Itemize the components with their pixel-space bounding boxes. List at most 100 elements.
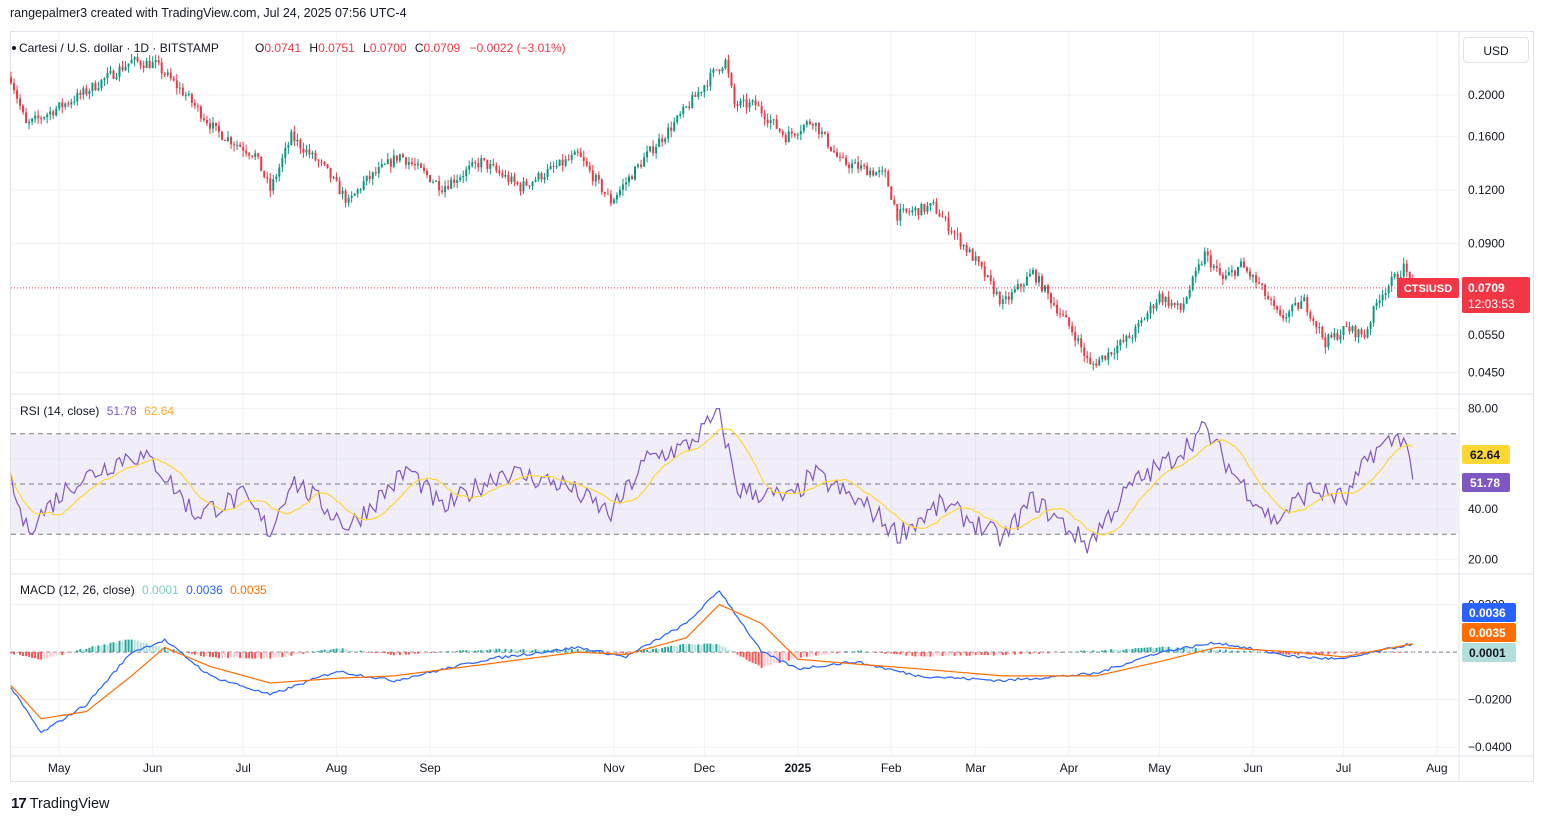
macd-hist-bar [519,649,522,653]
macd-hist-bar [311,651,314,653]
macd-hist-bar [40,652,43,660]
macd-hist-bar [106,644,109,653]
macd-hist-bar [781,652,784,662]
macd-hist-bar [1408,652,1411,653]
candle-body [968,249,971,253]
candle-body [124,66,127,71]
candle-body [851,163,854,169]
macd-hist-value: 0.0001 [142,583,179,597]
macd-hist-bar [980,652,983,655]
candle-body [1071,325,1074,333]
macd-hist-bar [67,652,70,653]
x-tick-label: Jul [1336,761,1351,775]
candle-body [1227,272,1230,276]
macd-hist-bar [190,652,193,654]
macd-hist-bar [796,652,799,658]
candle-body [19,98,22,106]
macd-hist-bar [112,642,115,653]
candle-body [450,179,453,189]
macd-hist-bar [814,652,817,656]
candle-body [218,125,221,132]
macd-hist-bar [127,639,130,653]
macd-hist-bar [1315,652,1318,654]
candle-body [100,79,103,88]
macd-hist-bar [609,652,612,653]
macd-hist-bar [323,649,326,653]
candle-body [989,275,992,281]
candle-body [1294,302,1297,306]
candle-body [419,163,422,168]
candle-body [1303,297,1306,302]
macd-hist-bar [682,644,685,653]
candle-body [1152,305,1155,309]
candle-body [1110,352,1113,355]
macd-hist-bar [926,652,929,657]
macd-hist-bar [1134,648,1137,653]
candle-body [1330,334,1333,338]
macd-hist-bar [887,652,890,654]
x-tick-label: Jul [235,761,250,775]
macd-hist-bar [281,652,284,658]
candle-body [712,69,715,73]
macd-hist-bar [398,652,401,656]
candle-body [413,164,416,166]
tradingview-logo[interactable]: 17 TradingView [11,795,109,812]
macd-hist-bar [103,644,106,653]
price-tick-label: 0.0550 [1468,328,1505,342]
candle-body [857,162,860,169]
candle-body [694,95,697,97]
candle-body [492,163,495,166]
macd-hist-bar [757,652,760,666]
candle-body [1044,285,1047,292]
macd-hist-bar [435,652,438,653]
macd-hist-bar [1285,652,1288,655]
macd-hist-bar [37,652,40,660]
rsi-legend: RSI (14, close) 51.78 62.64 [20,404,174,418]
candle-body [1025,276,1028,286]
macd-hist-bar [661,648,664,653]
candle-body [516,182,519,185]
currency-button[interactable]: USD [1463,37,1529,63]
candle-body [441,190,444,193]
candle-body [377,167,380,174]
macd-hist-bar [272,652,275,658]
macd-hist-bar [528,650,531,653]
macd-hist-bar [447,651,450,653]
candle-body [1270,299,1273,301]
candle-body [245,150,248,154]
macd-hist-bar [1092,650,1095,653]
macd-hist-bar [287,652,290,656]
macd-hist-bar [1176,647,1179,653]
candle-body [401,154,404,158]
candle-body [1360,329,1363,335]
macd-hist-bar [16,652,19,654]
macd-hist-bar [748,652,751,662]
candle-body [1233,270,1236,276]
candle-body [998,291,1001,304]
candle-body [456,180,459,183]
candle-body [748,102,751,108]
candle-body [1248,271,1251,277]
x-tick-label: Aug [1426,761,1447,775]
macd-hist-bar [697,644,700,653]
candle-body [480,157,483,168]
macd-hist-bar [124,639,127,653]
candle-body [1119,340,1122,346]
x-tick-label: May [48,761,71,775]
macd-hist-bar [971,652,974,655]
candle-body [293,131,296,142]
candle-body [142,65,145,68]
candle-body [621,184,624,190]
macd-hist-bar [884,652,887,654]
candle-body [742,99,745,101]
candle-body [341,190,344,195]
candle-body [914,208,917,211]
candle-body [796,134,799,136]
candle-body [992,280,995,295]
candle-body [317,160,320,162]
macd-hist-bar [1098,650,1101,653]
macd-hist-bar [49,652,52,658]
macd-hist-bar [652,648,655,653]
candle-body [902,208,905,210]
